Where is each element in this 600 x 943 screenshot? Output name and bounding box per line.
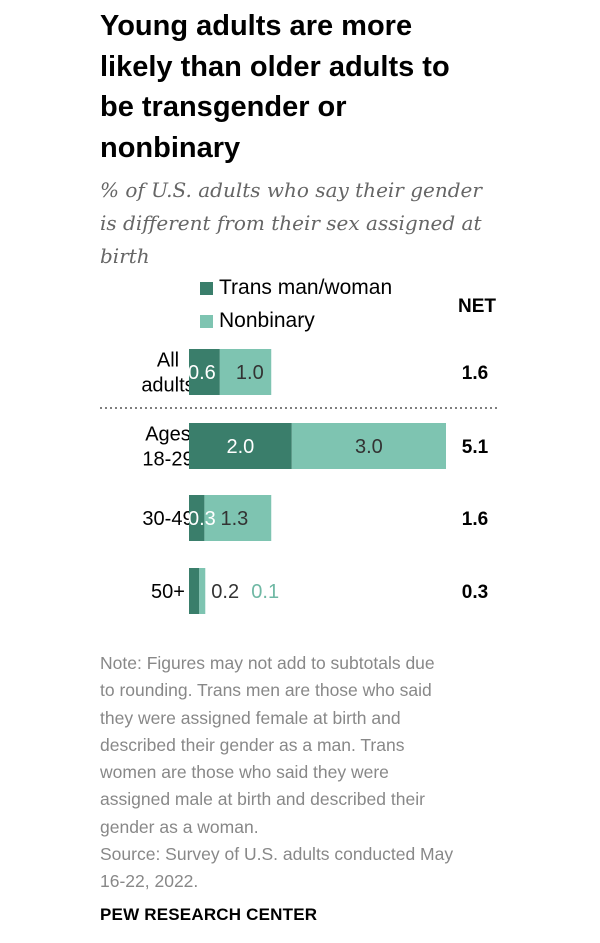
value-label-trans: 2.0 (226, 436, 254, 458)
legend-label-trans: Trans man/woman (219, 276, 393, 299)
legend-label-nonbinary: Nonbinary (219, 309, 315, 332)
bar-trans (189, 568, 200, 614)
subtitle-line: % of U.S. adults who say their gender (100, 178, 482, 202)
bar-trans (189, 349, 220, 395)
title-line: nonbinary (100, 131, 241, 164)
legend-item-trans: Trans man/woman (200, 276, 392, 300)
note-line: described their gender as a man. Trans (100, 734, 405, 755)
value-label-nonbinary: 1.0 (236, 362, 264, 384)
category-label: Ages (145, 424, 191, 446)
value-label-trans: 0.3 (188, 508, 216, 530)
net-value: 5.1 (462, 437, 489, 458)
net-value: 0.3 (462, 582, 488, 603)
category-label: adults (141, 375, 194, 397)
bar-nonbinary (291, 423, 446, 469)
bar-nonbinary (199, 568, 206, 614)
category-label: 30-49 (142, 508, 193, 530)
subtitle-line: birth (100, 244, 150, 268)
subtitle-line: is different from their sex assigned at (100, 211, 482, 235)
source-line: 16-22, 2022. (100, 871, 199, 892)
value-label-trans: 0.6 (188, 362, 216, 384)
note-line: they were assigned female at birth and (100, 707, 401, 728)
title-line: Young adults are more (100, 10, 413, 42)
bar-nonbinary (204, 495, 272, 541)
note-line: Note: Figures may not add to subtotals d… (100, 653, 435, 673)
value-label-nonbinary: 0.1 (251, 581, 279, 603)
pew-logo-text: PEW RESEARCH CENTER (100, 905, 318, 924)
title-line: be transgender or (100, 91, 347, 123)
value-label-nonbinary: 3.0 (355, 436, 383, 458)
category-label: All (157, 350, 179, 372)
net-value: 1.6 (462, 363, 488, 384)
legend-item-nonbinary: Nonbinary (200, 309, 315, 333)
note-line: assigned male at birth and described the… (100, 789, 425, 810)
title-line: likely than older adults to (100, 50, 450, 83)
chart-source: Source: Survey of U.S. adults conducted … (100, 841, 520, 896)
net-value: 1.6 (462, 509, 488, 530)
value-label-trans: 0.2 (211, 581, 239, 603)
chart-subtitle: % of U.S. adults who say their gender is… (100, 174, 510, 273)
category-label: 50+ (151, 581, 185, 603)
chart-title: Young adults are more likely than older … (100, 6, 520, 168)
chart-note: Note: Figures may not add to subtotals d… (100, 650, 520, 841)
legend-swatch-trans (200, 281, 213, 295)
net-column-header: NET (458, 296, 496, 317)
bar-trans (189, 423, 292, 469)
note-line: gender as a woman. (100, 816, 259, 837)
note-line: to rounding. Trans men are those who sai… (100, 680, 432, 701)
note-line: women are those who said they were (100, 762, 389, 783)
value-label-nonbinary: 1.3 (221, 508, 249, 530)
category-label: 18-29 (142, 449, 193, 471)
bar-nonbinary (219, 349, 272, 395)
bar-trans (189, 495, 205, 541)
source-line: Source: Survey of U.S. adults conducted … (100, 844, 454, 864)
legend-swatch-nonbinary (200, 314, 213, 328)
